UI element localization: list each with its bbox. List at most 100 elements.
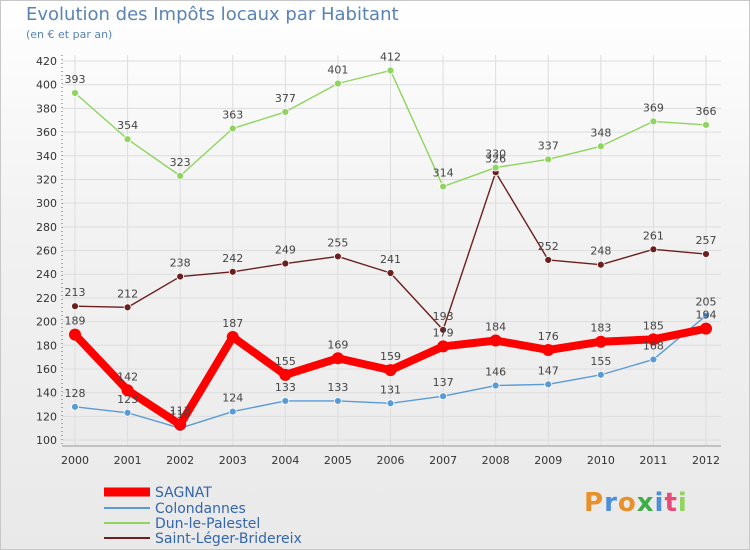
data-label: 124 (222, 392, 243, 405)
y-tick-label: 400 (36, 79, 57, 92)
data-label: 169 (327, 338, 348, 351)
legend-entry: Colondannes (155, 501, 246, 517)
legend-entry: Saint-Léger-Bridereix (155, 531, 302, 547)
data-point (491, 163, 500, 172)
data-point (439, 325, 447, 334)
data-point (123, 408, 132, 417)
data-label: 412 (380, 50, 401, 63)
data-label: 110 (170, 408, 191, 421)
data-point (123, 303, 132, 312)
data-label: 142 (117, 370, 138, 383)
data-point (649, 245, 658, 254)
data-point (491, 381, 500, 390)
data-point (544, 155, 553, 164)
data-point (439, 392, 447, 401)
data-point (281, 259, 290, 268)
data-label: 137 (433, 376, 454, 389)
data-label: 393 (65, 73, 86, 86)
data-label: 184 (485, 321, 506, 334)
data-label: 189 (65, 315, 86, 328)
data-label: 213 (65, 286, 86, 299)
data-label: 128 (65, 387, 86, 400)
data-label: 314 (433, 167, 454, 180)
x-tick-label: 2009 (534, 454, 562, 467)
data-point (174, 418, 187, 431)
data-label: 168 (643, 339, 664, 352)
data-point (228, 124, 237, 133)
logo-letter: i (654, 488, 665, 518)
y-tick-label: 260 (36, 245, 57, 258)
y-tick-label: 240 (36, 268, 57, 281)
data-point (649, 117, 658, 126)
data-label: 193 (433, 310, 454, 323)
y-tick-label: 280 (36, 221, 57, 234)
data-point (439, 182, 447, 191)
logo-letter: P (584, 488, 605, 518)
x-tick-label: 2008 (482, 454, 510, 467)
data-point (121, 384, 134, 397)
x-tick-label: 2006 (377, 454, 405, 467)
data-point (386, 399, 395, 408)
data-point (228, 407, 237, 416)
y-tick-label: 340 (36, 150, 57, 163)
x-tick-label: 2003 (219, 454, 247, 467)
data-point (176, 272, 185, 281)
data-point (489, 334, 502, 347)
data-label: 354 (117, 119, 138, 132)
data-label: 113 (170, 405, 191, 418)
x-tick-label: 2012 (692, 454, 720, 467)
legend-entry: Dun-le-Palestel (155, 516, 260, 532)
data-label: 194 (696, 309, 717, 322)
y-tick-label: 100 (36, 434, 57, 447)
data-point (702, 311, 710, 320)
data-label: 238 (170, 257, 191, 270)
data-point (331, 352, 344, 365)
data-label: 147 (538, 364, 559, 377)
data-label: 330 (485, 148, 506, 161)
data-point (386, 269, 395, 277)
data-point (702, 250, 710, 258)
y-tick-label: 200 (36, 316, 57, 329)
data-label: 133 (275, 381, 296, 394)
data-label: 179 (433, 326, 454, 339)
data-label: 187 (222, 317, 243, 330)
data-point (544, 380, 553, 389)
x-tick-label: 2007 (429, 454, 457, 467)
chart-subtitle: (en € et par an) (26, 28, 113, 41)
data-point (647, 333, 660, 346)
data-label: 205 (696, 296, 717, 309)
data-point (226, 330, 239, 343)
data-point (596, 260, 605, 269)
data-point (542, 343, 555, 356)
x-tick-label: 2010 (587, 454, 615, 467)
y-tick-label: 300 (36, 197, 57, 210)
data-label: 255 (327, 236, 348, 249)
logo-letter: o (617, 488, 637, 518)
x-tick-label: 2002 (166, 454, 194, 467)
data-label: 123 (117, 393, 138, 406)
data-point (649, 355, 658, 364)
y-tick-label: 360 (36, 126, 57, 139)
data-label: 155 (590, 355, 611, 368)
x-tick-label: 2005 (324, 454, 352, 467)
y-tick-label: 320 (36, 173, 57, 186)
data-label: 212 (117, 287, 138, 300)
data-label: 155 (275, 355, 296, 368)
legend-entry: SAGNAT (155, 485, 212, 501)
proxiti-logo: Proxiti (584, 488, 688, 518)
data-label: 348 (590, 126, 611, 139)
data-label: 242 (222, 252, 243, 265)
data-point (71, 89, 79, 97)
data-label: 159 (380, 350, 401, 363)
chart-title: Evolution des Impôts locaux par Habitant (26, 4, 399, 25)
data-point (123, 135, 132, 144)
data-label: 363 (222, 109, 243, 122)
data-label: 131 (380, 383, 401, 396)
x-tick-label: 2001 (114, 454, 142, 467)
data-label: 261 (643, 229, 664, 242)
data-label: 366 (696, 105, 717, 118)
x-tick-label: 2011 (639, 454, 667, 467)
logo-letter: t (664, 488, 678, 518)
